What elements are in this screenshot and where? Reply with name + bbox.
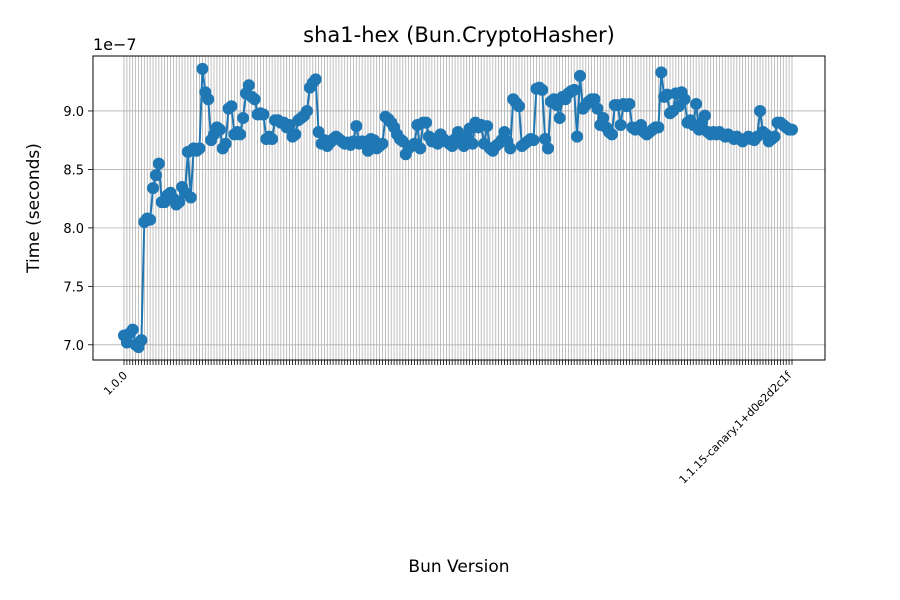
data-point xyxy=(512,100,525,113)
y-tick-label: 7.0 xyxy=(63,339,84,354)
series-points xyxy=(118,62,798,354)
data-point xyxy=(414,142,427,155)
data-point xyxy=(614,118,627,131)
data-point xyxy=(234,128,247,141)
data-point xyxy=(126,323,139,336)
data-point xyxy=(237,111,250,124)
y-axis-ticks: 7.0 7.5 8.0 8.5 9.0 xyxy=(63,105,93,354)
y-offset-label: 1e−7 xyxy=(93,35,137,54)
y-axis-label: Time (seconds) xyxy=(24,143,44,274)
data-point xyxy=(173,196,186,209)
data-point xyxy=(144,213,157,226)
data-point xyxy=(504,142,517,155)
data-point xyxy=(376,137,389,150)
data-point xyxy=(591,102,604,115)
data-point xyxy=(213,123,226,136)
data-point xyxy=(135,334,148,347)
data-point xyxy=(661,88,674,101)
x-gridlines xyxy=(123,56,793,360)
data-point xyxy=(466,137,479,150)
data-point xyxy=(698,109,711,122)
data-point xyxy=(542,142,555,155)
x-axis-ticks xyxy=(123,360,793,365)
data-point xyxy=(242,79,255,92)
data-point xyxy=(300,104,313,117)
data-point xyxy=(690,97,703,110)
data-point xyxy=(248,93,261,106)
data-point xyxy=(289,128,302,141)
x-tick-label-first: 1.0.0 xyxy=(101,369,130,398)
data-point xyxy=(768,130,781,143)
data-point xyxy=(184,191,197,204)
data-point xyxy=(219,137,232,150)
data-point xyxy=(571,130,584,143)
data-point xyxy=(568,83,581,96)
data-point xyxy=(420,116,433,129)
data-point xyxy=(655,66,668,79)
x-tick-label-last: 1.1.15-canary.1+d0e2d2c1f xyxy=(677,368,795,486)
plot-frame xyxy=(92,55,826,361)
data-point xyxy=(225,100,238,113)
data-point xyxy=(754,104,767,117)
data-point xyxy=(678,93,691,106)
data-point xyxy=(597,111,610,124)
data-point xyxy=(527,134,540,147)
data-point xyxy=(539,133,552,146)
y-tick-label: 8.5 xyxy=(63,163,84,178)
data-point xyxy=(152,157,165,170)
data-point xyxy=(257,108,270,121)
chart-title: sha1-hex (Bun.CryptoHasher) xyxy=(303,23,615,47)
data-point xyxy=(498,126,511,138)
x-axis-label: Bun Version xyxy=(408,557,509,577)
data-point xyxy=(623,97,636,110)
data-point xyxy=(652,121,665,134)
data-point xyxy=(196,62,209,75)
data-point xyxy=(605,128,618,141)
data-point xyxy=(786,123,798,136)
data-point xyxy=(481,120,494,133)
data-point xyxy=(266,133,279,146)
data-point xyxy=(202,93,215,106)
data-point xyxy=(193,142,206,155)
data-point xyxy=(536,83,549,96)
data-point xyxy=(588,93,601,106)
data-point xyxy=(553,111,566,124)
data-point xyxy=(350,120,363,133)
data-point xyxy=(149,169,162,182)
y-tick-label: 9.0 xyxy=(63,105,84,120)
data-point xyxy=(573,69,586,82)
y-tick-label: 8.0 xyxy=(63,222,84,237)
data-point xyxy=(147,182,160,195)
y-tick-label: 7.5 xyxy=(63,280,84,295)
data-point xyxy=(309,73,322,86)
